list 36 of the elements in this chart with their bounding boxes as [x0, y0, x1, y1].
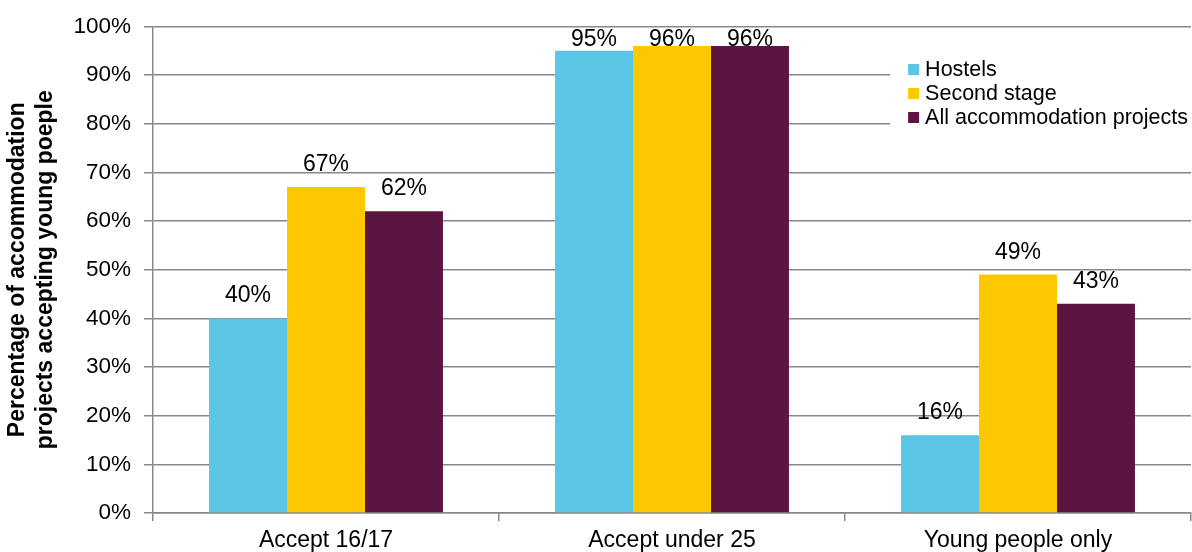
x-tick-label: Young people only: [923, 526, 1113, 552]
y-tick-label: 30%: [85, 353, 131, 379]
y-tick-label: 50%: [85, 255, 131, 281]
y-tick-label: 40%: [85, 304, 131, 330]
bar: [979, 274, 1057, 513]
bar: [710, 45, 789, 513]
data-label: 95%: [571, 24, 618, 51]
y-tick-label: 100%: [73, 12, 131, 38]
data-label: 96%: [648, 24, 696, 51]
bar: [364, 211, 443, 513]
y-tick-label: 0%: [98, 499, 131, 525]
data-label: 62%: [380, 174, 427, 201]
bar: [209, 318, 288, 513]
x-tick-label: Accept under 25: [588, 526, 756, 552]
data-label: 40%: [225, 281, 272, 308]
y-axis-title: Percentage of accommodation projects accepting young poeple: [3, 90, 57, 450]
data-label: 16%: [917, 398, 964, 425]
y-tick-label: 80%: [85, 110, 131, 135]
y-tick-label: 70%: [85, 158, 131, 184]
legend-label: All accommodation projects: [925, 105, 1189, 130]
legend-label: Hostels: [925, 57, 997, 82]
bar: [555, 50, 634, 513]
data-label: 96%: [726, 24, 773, 51]
data-label: 67%: [302, 150, 350, 177]
x-tick-label: Accept 16/17: [258, 526, 394, 552]
data-label: 49%: [994, 237, 1042, 264]
legend-label: Second stage: [925, 81, 1057, 106]
bar: [633, 45, 711, 513]
y-tick-label: 90%: [85, 61, 131, 87]
y-tick-label: 20%: [85, 401, 131, 427]
y-tick-label: 10%: [85, 450, 131, 476]
bar: [901, 435, 980, 513]
data-label: 43%: [1072, 266, 1119, 293]
bar: [1056, 303, 1135, 513]
y-tick-label: 60%: [85, 207, 131, 233]
bar: [287, 187, 365, 513]
